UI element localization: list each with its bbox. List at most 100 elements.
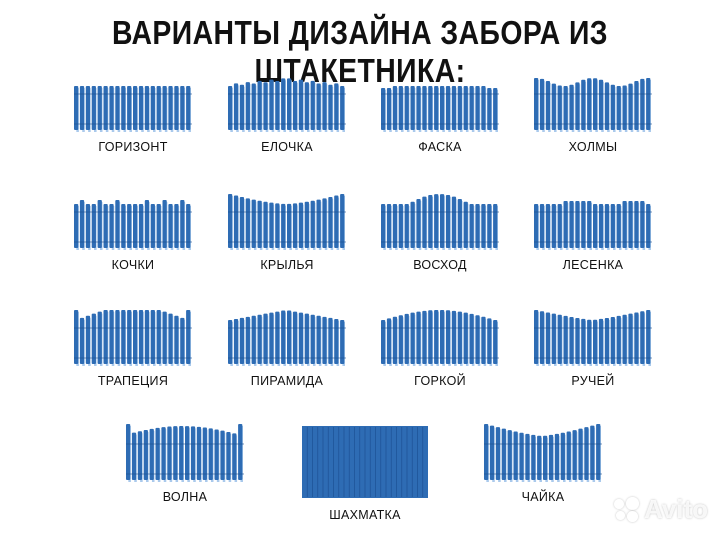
picket: [109, 204, 114, 248]
picket: [469, 86, 474, 130]
picket: [161, 427, 166, 480]
picket: [575, 317, 580, 364]
picket: [156, 86, 161, 130]
picket: [257, 80, 262, 130]
picket: [569, 316, 574, 364]
picket: [481, 86, 486, 130]
picket: [292, 80, 298, 130]
picket: [463, 312, 468, 364]
picket: [133, 310, 138, 364]
design-label: КОЧКИ: [111, 258, 155, 272]
picket: [587, 201, 592, 248]
picket: [190, 426, 196, 480]
fence-illustration: [381, 86, 499, 132]
picket: [263, 201, 268, 248]
fence-illustration: [484, 424, 602, 482]
picket: [569, 84, 574, 130]
picket: [281, 203, 286, 248]
picket: [263, 313, 268, 364]
picket: [554, 433, 560, 480]
picket: [109, 310, 114, 364]
picket: [551, 313, 556, 364]
fence-illustration: [534, 201, 652, 250]
picket: [410, 312, 415, 364]
picket: [245, 82, 250, 130]
picket: [233, 195, 239, 248]
picket: [214, 429, 219, 480]
picket: [513, 431, 518, 480]
picket: [539, 204, 545, 248]
picket: [487, 204, 492, 248]
design-label: ВОСХОД: [413, 258, 467, 272]
picket: [481, 204, 486, 248]
picket: [245, 316, 250, 364]
picket: [519, 432, 524, 480]
picket: [263, 82, 268, 130]
picket: [144, 200, 150, 248]
picket: [575, 201, 580, 248]
picket: [392, 316, 398, 364]
picket: [563, 315, 568, 364]
picket: [168, 204, 173, 248]
picket: [628, 201, 633, 248]
avito-watermark: Avito: [613, 494, 708, 525]
picket: [434, 194, 439, 248]
picket: [487, 318, 492, 364]
picket: [232, 433, 237, 480]
picket: [304, 82, 309, 130]
picket: [109, 86, 114, 130]
fence-illustration: [126, 424, 244, 482]
picket: [322, 316, 327, 364]
picket: [422, 310, 427, 364]
design-label: КРЫЛЬЯ: [260, 258, 314, 272]
picket: [149, 428, 154, 480]
fence-illustration: [302, 426, 428, 498]
fence-illustration: [381, 310, 499, 366]
picket: [150, 204, 155, 248]
picket: [298, 202, 304, 248]
picket: [531, 434, 536, 480]
picket: [428, 86, 433, 130]
picket: [569, 201, 574, 248]
picket: [581, 79, 586, 130]
picket: [298, 79, 304, 130]
picket: [310, 80, 315, 130]
picket: [646, 78, 651, 130]
picket: [525, 433, 530, 480]
picket: [610, 204, 615, 248]
picket: [298, 312, 304, 364]
picket: [548, 434, 554, 480]
fence-illustration: [74, 86, 192, 132]
picket: [85, 86, 91, 130]
picket: [616, 204, 621, 248]
picket: [179, 426, 184, 480]
design-label: РУЧЕЙ: [571, 374, 615, 388]
picket: [85, 204, 91, 248]
picket: [398, 315, 403, 364]
picket: [150, 86, 155, 130]
picket: [469, 313, 474, 364]
picket: [281, 310, 286, 364]
picket: [228, 194, 233, 248]
picket: [304, 313, 309, 364]
fence-design: ВОЛНА: [115, 422, 255, 504]
picket: [646, 204, 651, 248]
fence-illustration: [228, 78, 346, 132]
picket: [186, 204, 191, 248]
picket: [173, 426, 178, 480]
picket: [545, 312, 551, 364]
page-title: ВАРИАНТЫ ДИЗАЙНА ЗАБОРА ИЗ ШТАКЕТНИКА:: [111, 14, 608, 89]
picket: [340, 194, 345, 248]
design-label: ГОРИЗОНТ: [98, 140, 168, 154]
picket: [634, 81, 639, 130]
picket: [340, 320, 345, 364]
picket: [316, 199, 321, 248]
picket: [322, 82, 327, 130]
picket: [440, 310, 445, 364]
picket: [281, 78, 286, 130]
picket: [557, 314, 562, 364]
picket: [131, 432, 137, 480]
picket: [634, 201, 639, 248]
picket: [310, 200, 315, 248]
picket: [228, 320, 233, 364]
